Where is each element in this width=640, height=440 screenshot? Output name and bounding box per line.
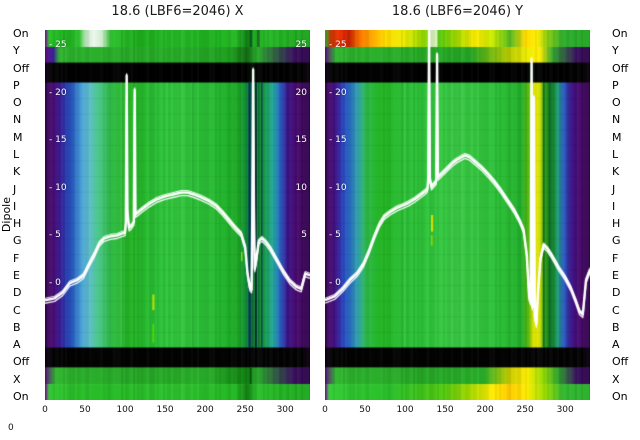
row-label: K bbox=[13, 165, 21, 179]
row-label: A bbox=[13, 338, 21, 352]
row-label: Y bbox=[13, 44, 20, 58]
row-label: N bbox=[612, 113, 621, 127]
x-tick-label: 50 bbox=[79, 405, 91, 415]
row-label: H bbox=[612, 217, 621, 231]
x-tick-label: 250 bbox=[516, 405, 534, 415]
row-label: G bbox=[13, 234, 22, 248]
row-label: On bbox=[612, 389, 628, 403]
heatmap-panel-x: - 25 25 - 20 20 - 15 15 - 10 10 - 5 5 - 0 bbox=[45, 30, 310, 400]
row-label: O bbox=[13, 96, 22, 110]
row-label: On bbox=[13, 389, 29, 403]
row-label: X bbox=[13, 372, 21, 386]
row-label: X bbox=[612, 372, 620, 386]
value-tick-label: - 20 bbox=[49, 87, 67, 98]
row-label: J bbox=[612, 182, 616, 196]
row-label: I bbox=[612, 199, 616, 213]
value-tick-label: - 5 bbox=[329, 230, 341, 241]
row-label: N bbox=[13, 113, 22, 127]
value-tick-label: 10 bbox=[295, 182, 307, 193]
row-label: E bbox=[13, 268, 20, 282]
row-label: O bbox=[612, 96, 621, 110]
row-label: Off bbox=[612, 355, 629, 369]
heatmap-canvas-x bbox=[45, 30, 310, 400]
row-label: H bbox=[13, 217, 22, 231]
row-label: M bbox=[612, 130, 622, 144]
row-label: D bbox=[612, 286, 621, 300]
row-label: F bbox=[612, 251, 619, 265]
row-label: On bbox=[612, 27, 628, 40]
value-tick-label: - 15 bbox=[49, 135, 67, 146]
value-tick-label: - 0 bbox=[329, 278, 341, 289]
row-label: C bbox=[612, 303, 620, 317]
row-label: I bbox=[13, 199, 17, 213]
row-label: D bbox=[13, 286, 22, 300]
value-tick-label: - 5 bbox=[49, 230, 61, 241]
x-tick-label: 50 bbox=[359, 405, 371, 415]
row-label: Off bbox=[13, 355, 30, 369]
value-tick-label: - 25 bbox=[49, 39, 67, 50]
value-tick-label: - 10 bbox=[329, 182, 347, 193]
x-tick-label: 200 bbox=[476, 405, 494, 415]
row-label: E bbox=[612, 268, 619, 282]
row-label: L bbox=[612, 147, 619, 161]
x-tick-label: 100 bbox=[116, 405, 134, 415]
value-tick-label: 20 bbox=[295, 87, 307, 98]
row-label: F bbox=[13, 251, 20, 265]
x-tick-label: 150 bbox=[436, 405, 454, 415]
row-labels-left: On Y Off P O N M L K J I H G F E D C B A Off X On bbox=[13, 28, 43, 402]
heatmap-canvas-y bbox=[325, 30, 590, 400]
x-tick-label: 300 bbox=[556, 405, 574, 415]
row-label: Off bbox=[13, 61, 30, 75]
row-label: P bbox=[13, 78, 20, 92]
heatmap-panel-y: - 25 - 20 - 15 - 10 - 5 - 0 bbox=[325, 30, 590, 400]
x-tick-label: 100 bbox=[396, 405, 414, 415]
row-label: B bbox=[13, 320, 21, 334]
row-label: B bbox=[612, 320, 620, 334]
row-label: G bbox=[612, 234, 621, 248]
row-label: Y bbox=[612, 44, 619, 58]
value-tick-label: - 10 bbox=[49, 182, 67, 193]
row-label: M bbox=[13, 130, 23, 144]
row-label: A bbox=[612, 338, 620, 352]
x-tick-label: 250 bbox=[236, 405, 254, 415]
row-labels-right: On Y Off P O N M L K J I H G F E D C B A Off X On bbox=[612, 28, 638, 402]
dipole-axis-title: Dipole bbox=[0, 197, 13, 233]
x-tick-label: 0 bbox=[42, 405, 48, 415]
x-tick-label: 300 bbox=[276, 405, 294, 415]
row-label: C bbox=[13, 303, 21, 317]
x-tick-label: 150 bbox=[156, 405, 174, 415]
x-tick-label: 200 bbox=[196, 405, 214, 415]
row-label: K bbox=[612, 165, 620, 179]
value-tick-label: - 0 bbox=[49, 278, 61, 289]
value-tick-label: 25 bbox=[295, 39, 307, 50]
value-tick-label: 15 bbox=[295, 135, 307, 146]
row-label: L bbox=[13, 147, 20, 161]
x-tick-label: 0 bbox=[322, 405, 328, 415]
corner-tick-label: 0 bbox=[8, 423, 14, 433]
value-tick-label: - 20 bbox=[329, 87, 347, 98]
row-label: Off bbox=[612, 61, 629, 75]
value-tick-label: - 15 bbox=[329, 135, 347, 146]
value-tick-label: 5 bbox=[301, 230, 307, 241]
x-ticks-y-panel: 0 50 100 150 200 250 300 bbox=[322, 405, 590, 419]
panel-title-x: 18.6 (LBF6=2046) X bbox=[111, 4, 244, 19]
row-label: J bbox=[13, 182, 17, 196]
x-ticks-x-panel: 0 50 100 150 200 250 300 bbox=[42, 405, 310, 419]
row-label: P bbox=[612, 78, 619, 92]
panel-title-y: 18.6 (LBF6=2046) Y bbox=[391, 4, 524, 19]
row-label: On bbox=[13, 27, 29, 40]
value-tick-label: - 25 bbox=[329, 39, 347, 50]
